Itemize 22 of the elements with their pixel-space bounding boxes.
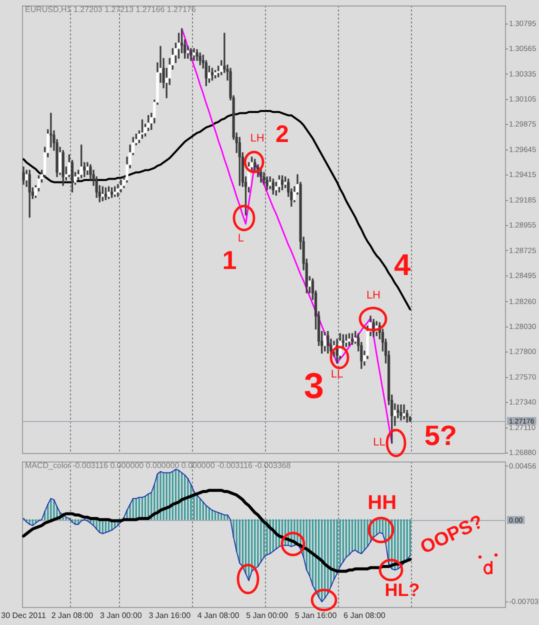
annotation: 3 — [304, 365, 324, 406]
annotation: HH — [368, 492, 397, 514]
x-tick-label: 5 Jan 00:00 — [246, 611, 288, 620]
annotation: LL — [330, 368, 344, 380]
chart-title: EURUSD,H1 1.27203 1.27213 1.27166 1.27176 — [25, 5, 196, 14]
annotation: 5? — [424, 420, 458, 451]
x-tick-label: 3 Jan 00:00 — [100, 611, 142, 620]
annotation: LH — [366, 290, 380, 302]
annotation: LL — [373, 436, 386, 448]
x-tick-label: 2 Jan 08:00 — [51, 611, 94, 620]
x-tick-label: 6 Jan 08:00 — [344, 611, 386, 620]
annotation: L — [238, 232, 244, 244]
chart-title: MACD_color -0.003116 0.000000 0.000000 0.000000 -0.003116 -0.003368 — [25, 461, 291, 470]
annotation: LH — [250, 132, 264, 144]
annotation: 4 — [394, 249, 411, 282]
x-tick-label: 5 Jan 16:00 — [294, 611, 338, 620]
x-tick-label: 30 Dec 2011 — [1, 611, 46, 620]
annotation: HL? — [384, 580, 420, 600]
x-tick-label: 4 Jan 08:00 — [197, 611, 240, 620]
annotation: 1 — [222, 245, 237, 275]
x-tick-label: 3 Jan 16:00 — [148, 611, 192, 620]
annotation: 2 — [276, 121, 289, 148]
